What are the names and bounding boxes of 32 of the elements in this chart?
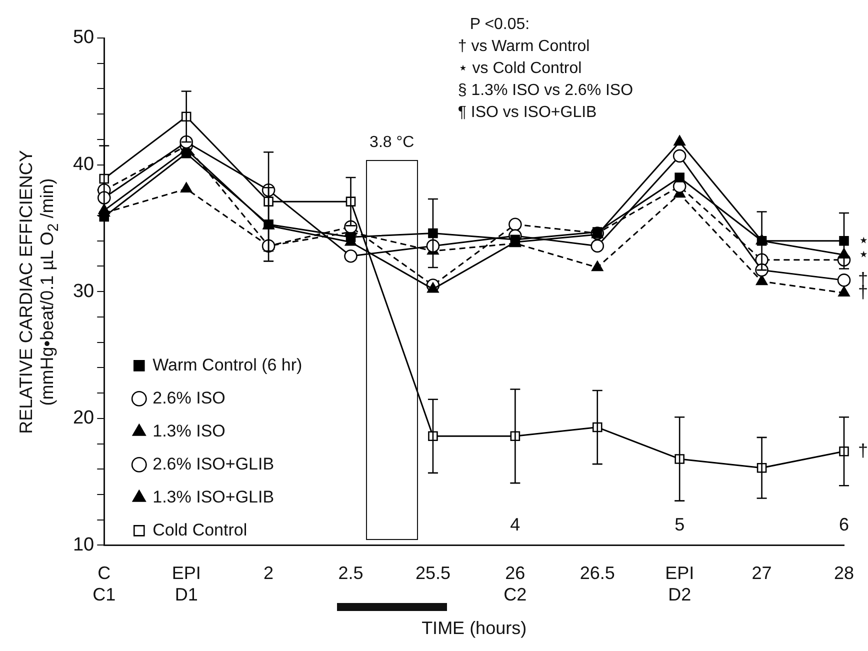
x-tick-label: 2 — [264, 562, 274, 583]
x-axis-title: TIME (hours) — [422, 618, 527, 638]
x-tick-label: 26 C2 — [504, 562, 527, 605]
text: P <0.05: — [470, 15, 531, 35]
x-tick-label: EPI D2 — [665, 562, 694, 605]
x-tick-label: C C1 — [92, 562, 116, 605]
annotation: 4 — [510, 514, 520, 536]
legend-label: Warm Control (6 hr) — [152, 355, 302, 374]
legend-label: 1.3% ISO — [152, 421, 226, 440]
y-tick-label: 20 — [72, 408, 94, 429]
y-tick-label: 50 — [72, 27, 94, 48]
annotation: 5 — [674, 514, 685, 536]
annotation: † — [858, 440, 868, 460]
legend-label: 2.6% ISO+GLIB — [152, 454, 274, 474]
y-tick-label: 30 — [72, 280, 94, 302]
x-tick-label: EPI D1 — [172, 562, 201, 605]
y-tick-label: 10 — [72, 534, 94, 556]
x-tick-label: 27 — [752, 562, 772, 583]
legend-label: 2.6% ISO — [152, 388, 226, 408]
y-tick-label: 40 — [72, 154, 94, 176]
annotation: ⋆ vs Cold Control — [458, 59, 583, 79]
x-tick-label: 26.5 — [580, 562, 615, 583]
annotation: § 1.3% ISO vs 2.6% ISO — [458, 81, 634, 101]
x-tick-label: 25.5 — [415, 562, 450, 583]
legend-label: 1.3% ISO+GLIB — [152, 487, 274, 506]
annotation: ¶ ISO vs ISO+GLIB — [458, 103, 598, 123]
x-tick-label: 2.5 — [338, 562, 364, 583]
legend-label: Cold Control — [152, 520, 248, 540]
annotation: 6 — [838, 514, 850, 536]
annotation: 3.8 °C — [370, 134, 414, 152]
annotation: † vs Warm Control — [458, 37, 591, 57]
x-tick-label: 28 — [834, 562, 854, 583]
